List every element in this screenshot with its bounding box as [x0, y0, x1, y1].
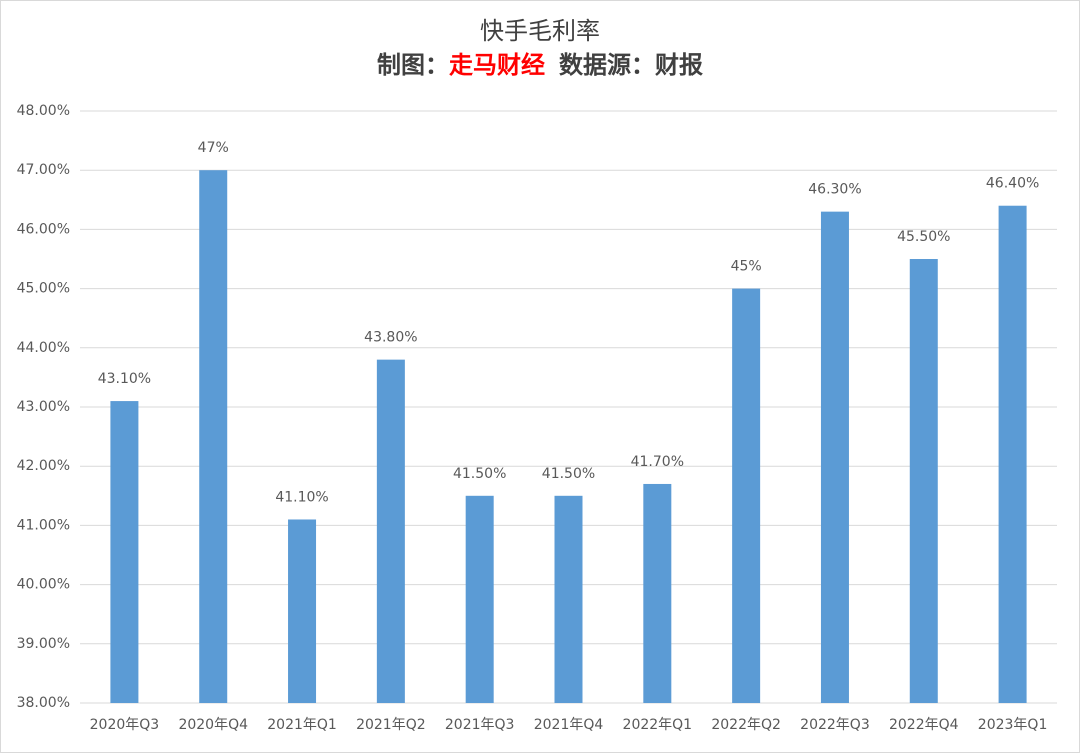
y-tick-label: 39.00%	[17, 636, 70, 652]
bar	[376, 359, 405, 703]
value-label: 45%	[731, 259, 762, 275]
bar	[465, 495, 494, 703]
value-label: 41.50%	[453, 466, 506, 482]
y-tick-label: 45.00%	[17, 281, 70, 297]
y-tick-label: 48.00%	[17, 103, 70, 119]
x-tick-label: 2022年Q2	[711, 717, 781, 733]
value-label: 46.30%	[808, 182, 861, 198]
value-label: 45.50%	[897, 229, 950, 245]
chart-subtitle: 制图：走马财经 数据源：财报	[377, 51, 703, 79]
value-label: 47%	[198, 140, 229, 156]
x-tick-label: 2021年Q1	[267, 717, 337, 733]
x-tick-label: 2022年Q4	[889, 717, 959, 733]
bar	[288, 519, 317, 703]
y-tick-label: 40.00%	[17, 577, 70, 593]
value-label: 43.10%	[98, 371, 151, 387]
bar	[732, 288, 761, 703]
y-tick-label: 47.00%	[17, 162, 70, 178]
y-tick-label: 41.00%	[17, 517, 70, 533]
y-tick-label: 46.00%	[17, 221, 70, 237]
value-label: 41.50%	[542, 466, 595, 482]
chart-title: 快手毛利率	[480, 17, 600, 45]
x-tick-label: 2020年Q3	[90, 717, 160, 733]
value-label: 43.80%	[364, 330, 417, 346]
bar	[643, 483, 672, 703]
bar	[909, 259, 938, 703]
subtitle-part: 走马财经	[449, 51, 545, 79]
bar	[110, 401, 139, 703]
y-tick-label: 44.00%	[17, 340, 70, 356]
bar	[199, 170, 228, 703]
x-tick-label: 2020年Q4	[178, 717, 248, 733]
subtitle-part: 数据源：财报	[559, 51, 703, 79]
subtitle-part: 制图：	[377, 51, 449, 79]
value-label: 41.10%	[275, 489, 328, 505]
value-label: 46.40%	[986, 176, 1039, 192]
bar	[998, 205, 1027, 703]
bar	[820, 211, 849, 703]
y-tick-label: 43.00%	[17, 399, 70, 415]
x-tick-label: 2021年Q3	[445, 717, 515, 733]
bar	[554, 495, 583, 703]
x-tick-label: 2021年Q2	[356, 717, 426, 733]
y-tick-label: 42.00%	[17, 458, 70, 474]
x-tick-label: 2022年Q1	[623, 717, 693, 733]
y-tick-label: 38.00%	[17, 695, 70, 711]
value-label: 41.70%	[631, 454, 684, 470]
x-tick-label: 2021年Q4	[534, 717, 604, 733]
x-tick-label: 2023年Q1	[978, 717, 1048, 733]
x-tick-label: 2022年Q3	[800, 717, 870, 733]
